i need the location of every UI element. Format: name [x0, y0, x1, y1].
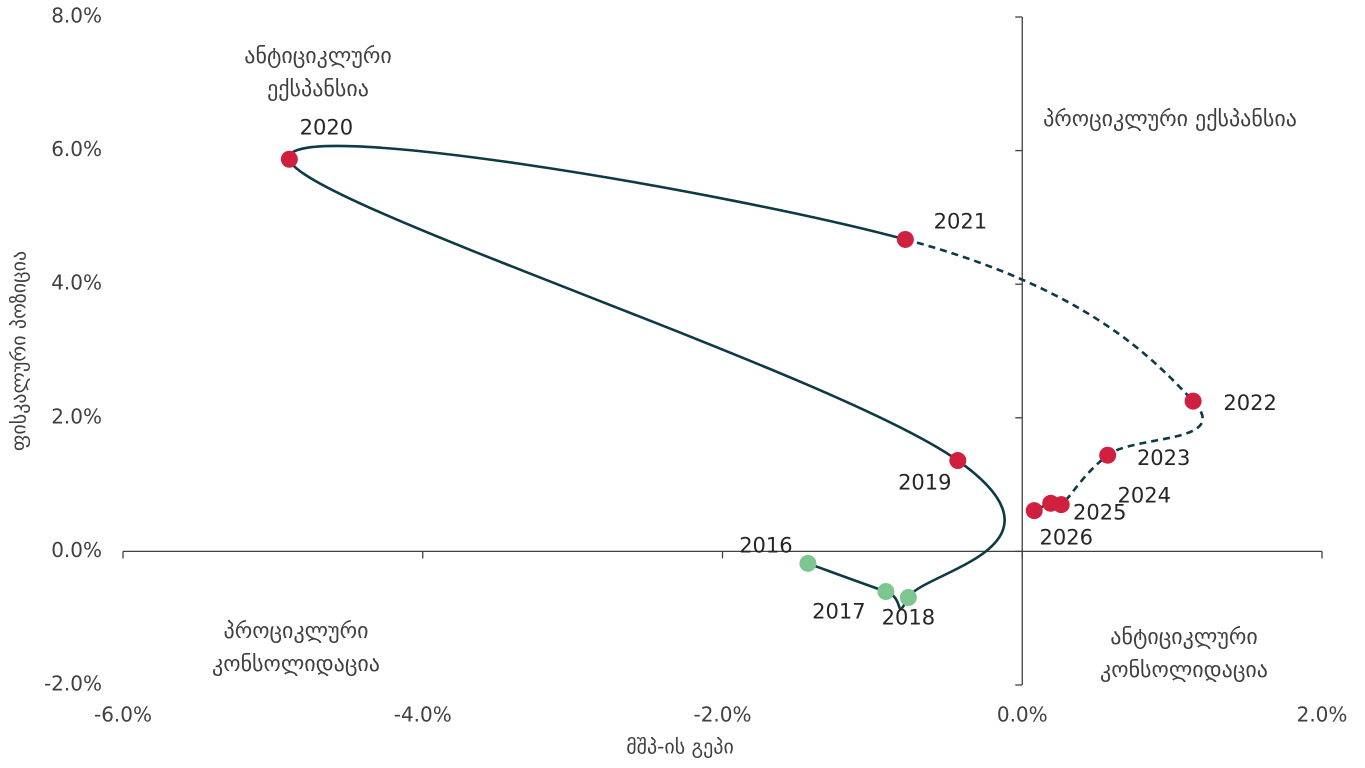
- point-label: 2016: [739, 533, 792, 557]
- point-label: 2018: [882, 605, 935, 629]
- point-label: 2022: [1223, 391, 1276, 415]
- y-tick-label: -2.0%: [44, 672, 102, 696]
- data-point: [1099, 446, 1117, 464]
- point-label: 2026: [1040, 526, 1093, 550]
- y-tick-label: 6.0%: [51, 137, 102, 161]
- data-point: [1184, 392, 1202, 410]
- data-point: [799, 554, 817, 572]
- data-point: [280, 150, 298, 168]
- y-tick-label: 2.0%: [51, 404, 102, 428]
- data-point: [1025, 502, 1043, 520]
- point-label: 2019: [898, 471, 951, 495]
- y-tick-label: 0.0%: [51, 538, 102, 562]
- quadrant-label: ანტიციკლური: [244, 44, 391, 69]
- data-point: [877, 582, 895, 600]
- x-tick-label: -4.0%: [394, 703, 452, 727]
- quadrant-label: ექსპანსია: [267, 77, 369, 102]
- quadrant-label: პროციკლური ექსპანსია: [1043, 107, 1297, 132]
- quadrant-label: კონსოლიდაცია: [212, 652, 380, 677]
- trajectory-line: [288, 144, 1006, 611]
- x-tick-label: -2.0%: [693, 703, 751, 727]
- point-label: 2024: [1117, 484, 1170, 508]
- point-label: 2023: [1137, 446, 1190, 470]
- point-label: 2017: [812, 599, 865, 623]
- data-point: [949, 452, 967, 470]
- data-point: [899, 588, 917, 606]
- y-tick-label: 8.0%: [51, 4, 102, 28]
- x-tick-label: -6.0%: [94, 703, 152, 727]
- quadrant-label: პროციკლური: [224, 619, 369, 644]
- quadrant-label: ანტიციკლური: [1110, 625, 1257, 650]
- data-point: [896, 230, 914, 248]
- data-point: [1042, 494, 1060, 512]
- x-tick-label: 0.0%: [997, 703, 1048, 727]
- x-axis-title: მშპ-ის გეპი: [626, 735, 734, 759]
- point-label: 2025: [1073, 500, 1126, 524]
- x-tick-label: 2.0%: [1297, 703, 1348, 727]
- y-tick-label: 4.0%: [51, 271, 102, 295]
- quadrant-label: კონსოლიდაცია: [1100, 658, 1268, 683]
- point-label: 2021: [934, 209, 987, 233]
- y-axis-title: ფისკალური პოზიცია: [7, 251, 31, 451]
- point-label: 2020: [300, 115, 353, 139]
